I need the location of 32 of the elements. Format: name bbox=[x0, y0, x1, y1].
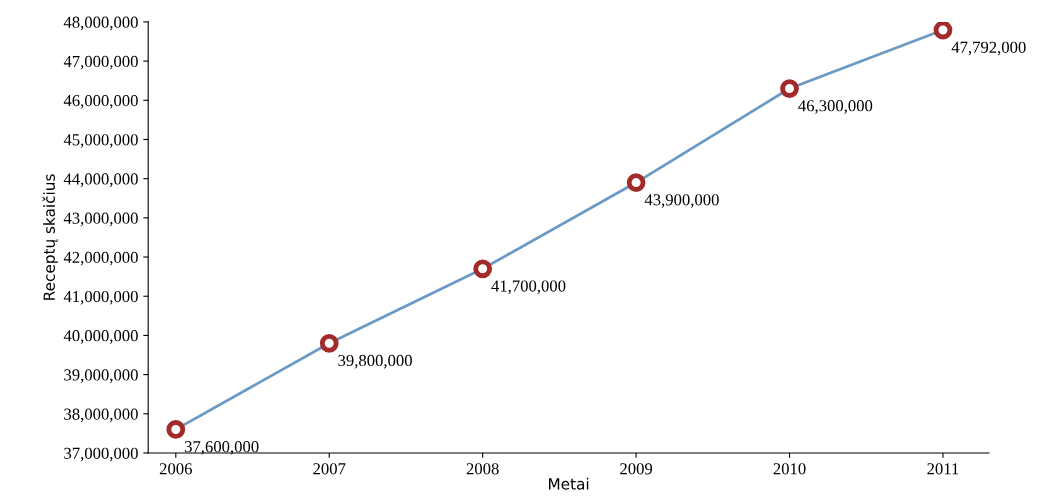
y-tick-label: 38,000,000 bbox=[64, 408, 138, 423]
point bbox=[319, 333, 339, 353]
y-tick-label: 46,000,000 bbox=[63, 94, 138, 109]
data-label: 46,300,000 bbox=[798, 100, 873, 114]
y-axis-title: Receptų skaičius bbox=[42, 174, 58, 300]
x-tick-label: 2007 bbox=[313, 463, 346, 475]
data-label: 39,800,000 bbox=[338, 354, 412, 369]
point bbox=[166, 420, 186, 439]
x-tick-label: 2008 bbox=[466, 463, 499, 475]
y-tick-label: 43,000,000 bbox=[63, 212, 138, 227]
data-label: 37,600,000 bbox=[184, 441, 259, 455]
point bbox=[933, 21, 953, 40]
y-tick-label: 42,000,000 bbox=[63, 251, 138, 266]
y-tick-label: 39,000,000 bbox=[64, 369, 138, 383]
y-tick-label: 47,000,000 bbox=[63, 55, 138, 70]
data-label: 41,700,000 bbox=[491, 280, 566, 295]
y-tick-label: 45,000,000 bbox=[63, 134, 138, 148]
x-tick-label: 2009 bbox=[620, 463, 653, 475]
x-tick-label: 2006 bbox=[159, 463, 192, 475]
point bbox=[473, 259, 493, 279]
data-label: 43,900,000 bbox=[644, 194, 719, 208]
point bbox=[780, 79, 799, 98]
y-tick-label: 40,000,000 bbox=[63, 330, 138, 344]
y-tick-label: 48,000,000 bbox=[63, 16, 138, 31]
x-axis-title: Metai bbox=[549, 477, 589, 490]
y-tick-label: 41,000,000 bbox=[63, 290, 138, 305]
point bbox=[626, 173, 646, 192]
y-tick-label: 44,000,000 bbox=[63, 173, 138, 188]
data-label: 47,792,000 bbox=[951, 41, 1026, 56]
y-tick-label: 37,000,000 bbox=[64, 447, 138, 462]
x-tick-label: 2011 bbox=[927, 463, 959, 475]
x-tick-label: 2010 bbox=[773, 463, 806, 475]
